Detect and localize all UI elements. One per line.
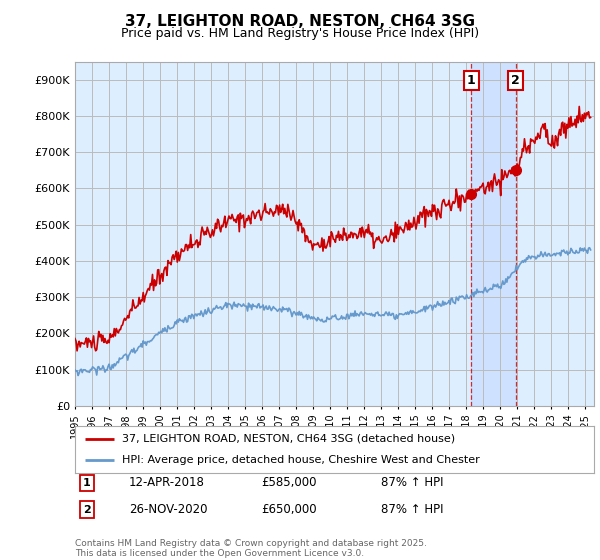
Text: HPI: Average price, detached house, Cheshire West and Chester: HPI: Average price, detached house, Ches… <box>122 455 479 465</box>
Text: 37, LEIGHTON ROAD, NESTON, CH64 3SG: 37, LEIGHTON ROAD, NESTON, CH64 3SG <box>125 14 475 29</box>
Text: Contains HM Land Registry data © Crown copyright and database right 2025.
This d: Contains HM Land Registry data © Crown c… <box>75 539 427 558</box>
Text: Price paid vs. HM Land Registry's House Price Index (HPI): Price paid vs. HM Land Registry's House … <box>121 27 479 40</box>
Text: 1: 1 <box>467 74 476 87</box>
Text: 26-NOV-2020: 26-NOV-2020 <box>129 503 208 516</box>
Text: 87% ↑ HPI: 87% ↑ HPI <box>381 503 443 516</box>
Text: 2: 2 <box>83 505 91 515</box>
Text: 12-APR-2018: 12-APR-2018 <box>129 476 205 489</box>
Text: £650,000: £650,000 <box>261 503 317 516</box>
Text: 37, LEIGHTON ROAD, NESTON, CH64 3SG (detached house): 37, LEIGHTON ROAD, NESTON, CH64 3SG (det… <box>122 434 455 444</box>
Text: £585,000: £585,000 <box>261 476 317 489</box>
Text: 87% ↑ HPI: 87% ↑ HPI <box>381 476 443 489</box>
Bar <box>471 62 516 406</box>
Text: 2: 2 <box>511 74 520 87</box>
Text: 1: 1 <box>83 478 91 488</box>
